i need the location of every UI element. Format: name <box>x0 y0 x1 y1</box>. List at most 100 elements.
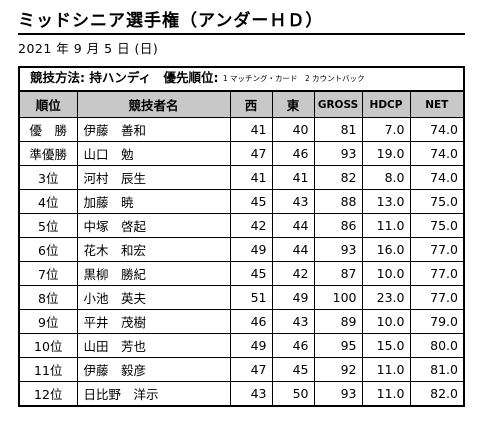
west-score-cell: 47 <box>229 141 273 166</box>
header-name: 競技者名 <box>76 92 231 118</box>
west-score-cell: 46 <box>229 309 273 334</box>
east-score-cell: 40 <box>271 117 315 142</box>
west-score-cell: 41 <box>229 165 273 190</box>
rank-cell: 5位 <box>20 213 78 238</box>
rank-cell: 4位 <box>20 189 78 214</box>
gross-cell: 89 <box>313 309 363 334</box>
name-cell: 小池 英夫 <box>76 285 231 310</box>
east-score-cell: 46 <box>271 141 315 166</box>
west-score-cell: 49 <box>229 237 273 262</box>
results-table-body: 優 勝伊藤 善和 41 40 81 7.0 74.0 準優勝 山口 勉 47 46 93 19.0 74… <box>20 117 463 405</box>
east-score-cell: 45 <box>271 357 315 382</box>
gross-cell: 82 <box>313 165 363 190</box>
hdcp-cell: 7.0 <box>361 117 411 142</box>
rank-cell: 12位 <box>20 381 78 405</box>
table-row: 7位 黒柳 勝紀 45 42 87 10.0 77.0 <box>20 261 463 286</box>
gross-cell: 86 <box>313 213 363 238</box>
rank-cell: 11位 <box>20 357 78 382</box>
net-cell: 74.0 <box>409 165 463 190</box>
gross-cell: 92 <box>313 357 363 382</box>
hdcp-cell: 23.0 <box>361 285 411 310</box>
table-header-row: 順位 競技者名 西 東 GROSS HDCP NET <box>20 92 463 118</box>
results-table-container: 競技方法: 持ハンディ 優先順位: 1 マッチング・カード 2 カウントバック … <box>18 66 465 407</box>
east-score-cell: 46 <box>271 333 315 358</box>
hdcp-cell: 11.0 <box>361 213 411 238</box>
gross-cell: 93 <box>313 381 363 405</box>
table-row: 優 勝伊藤 善和 41 40 81 7.0 74.0 <box>20 117 463 142</box>
gross-cell: 93 <box>313 141 363 166</box>
hdcp-cell: 8.0 <box>361 165 411 190</box>
west-score-cell: 45 <box>229 261 273 286</box>
net-cell: 75.0 <box>409 189 463 214</box>
gross-cell: 88 <box>313 189 363 214</box>
hdcp-cell: 15.0 <box>361 333 411 358</box>
hdcp-cell: 10.0 <box>361 309 411 334</box>
header-hdcp: HDCP <box>361 92 411 118</box>
hdcp-cell: 13.0 <box>361 189 411 214</box>
table-row: 10位 山田 芳也 49 46 95 15.0 80.0 <box>20 333 463 358</box>
east-score-cell: 44 <box>271 237 315 262</box>
table-row: 12位 日比野 洋示 43 50 93 11.0 82.0 <box>20 381 463 405</box>
name-cell: 伊藤 善和 <box>76 117 231 142</box>
header-west: 西 <box>229 92 273 118</box>
hdcp-cell: 19.0 <box>361 141 411 166</box>
west-score-cell: 51 <box>229 285 273 310</box>
net-cell: 77.0 <box>409 237 463 262</box>
name-cell: 花木 和宏 <box>76 237 231 262</box>
hdcp-cell: 10.0 <box>361 261 411 286</box>
table-row: 4位 加藤 暁 45 43 88 13.0 75.0 <box>20 189 463 214</box>
west-score-cell: 49 <box>229 333 273 358</box>
east-score-cell: 43 <box>271 189 315 214</box>
table-row: 6位 花木 和宏 49 44 93 16.0 77.0 <box>20 237 463 262</box>
results-table: 順位 競技者名 西 東 GROSS HDCP NET 優 勝伊藤 善和 41 40 8… <box>20 92 463 405</box>
priority-note: 1 マッチング・カード 2 カウントバック <box>222 74 365 83</box>
west-score-cell: 42 <box>229 213 273 238</box>
table-row: 8位 小池 英夫 51 49 100 23.0 77.0 <box>20 285 463 310</box>
name-cell: 伊藤 毅彦 <box>76 357 231 382</box>
name-cell: 河村 辰生 <box>76 165 231 190</box>
west-score-cell: 45 <box>229 189 273 214</box>
net-cell: 82.0 <box>409 381 463 405</box>
hdcp-cell: 11.0 <box>361 357 411 382</box>
hdcp-cell: 11.0 <box>361 381 411 405</box>
rank-cell: 3位 <box>20 165 78 190</box>
net-cell: 74.0 <box>409 141 463 166</box>
net-cell: 81.0 <box>409 357 463 382</box>
net-cell: 79.0 <box>409 309 463 334</box>
east-score-cell: 49 <box>271 285 315 310</box>
title-underline <box>18 33 465 35</box>
rank-cell: 6位 <box>20 237 78 262</box>
name-cell: 中塚 啓起 <box>76 213 231 238</box>
gross-cell: 93 <box>313 237 363 262</box>
rank-cell: 10位 <box>20 333 78 358</box>
rank-cell: 9位 <box>20 309 78 334</box>
table-row: 9位 平井 茂樹 46 43 89 10.0 79.0 <box>20 309 463 334</box>
header-rank: 順位 <box>20 92 78 118</box>
gross-cell: 100 <box>313 285 363 310</box>
west-score-cell: 41 <box>229 117 273 142</box>
hdcp-cell: 16.0 <box>361 237 411 262</box>
name-cell: 山口 勉 <box>76 141 231 166</box>
name-cell: 平井 茂樹 <box>76 309 231 334</box>
west-score-cell: 43 <box>229 381 273 405</box>
net-cell: 80.0 <box>409 333 463 358</box>
table-row: 3位 河村 辰生 41 41 82 8.0 74.0 <box>20 165 463 190</box>
competition-method: 競技方法: 持ハンディ 優先順位: 1 マッチング・カード 2 カウントバック <box>20 68 463 92</box>
rank-cell: 8位 <box>20 285 78 310</box>
header-gross: GROSS <box>313 92 363 118</box>
gross-cell: 95 <box>313 333 363 358</box>
page-title: ミッドシニア選手権（アンダーＨＤ） <box>18 11 324 31</box>
east-score-cell: 42 <box>271 261 315 286</box>
name-cell: 黒柳 勝紀 <box>76 261 231 286</box>
rank-cell: 優 勝 <box>20 117 78 142</box>
net-cell: 77.0 <box>409 285 463 310</box>
rank-cell: 7位 <box>20 261 78 286</box>
east-score-cell: 43 <box>271 309 315 334</box>
east-score-cell: 41 <box>271 165 315 190</box>
west-score-cell: 47 <box>229 357 273 382</box>
table-row: 5位 中塚 啓起 42 44 86 11.0 75.0 <box>20 213 463 238</box>
event-date: 2021 年 9 月 5 日 (日) <box>18 41 159 56</box>
net-cell: 77.0 <box>409 261 463 286</box>
net-cell: 75.0 <box>409 213 463 238</box>
competition-method-label: 競技方法: 持ハンディ 優先順位: <box>30 70 219 85</box>
